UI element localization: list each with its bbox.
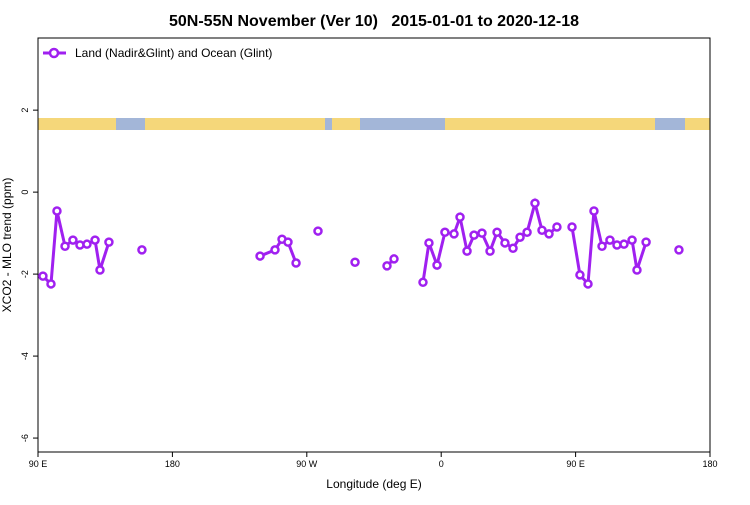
data-point: [440, 227, 450, 238]
data-point: [530, 198, 540, 208]
data-point: [575, 270, 585, 280]
data-point: [270, 245, 280, 255]
data-point: [605, 235, 615, 245]
data-point: [522, 227, 532, 238]
data-point: [485, 246, 495, 256]
series-line: [43, 203, 679, 284]
legend-label: Land (Nadir&Glint) and Ocean (Glint): [75, 46, 272, 60]
data-point: [641, 237, 651, 247]
legend-marker: [48, 47, 60, 59]
data-point: [95, 265, 105, 275]
y-axis-label: XCO2 - MLO trend (ppm): [0, 178, 14, 313]
map-strip: [38, 118, 710, 130]
data-point: [38, 271, 48, 281]
data-point: [382, 261, 392, 271]
x-axis-label: Longitude (deg E): [326, 477, 421, 491]
data-point: [552, 222, 562, 232]
data-point: [424, 238, 434, 248]
data-point: [462, 246, 472, 256]
x-tick-label: 90 W: [296, 459, 318, 469]
data-point: [627, 235, 637, 245]
data-point: [46, 279, 56, 289]
data-point: [283, 237, 293, 247]
data-point: [137, 245, 147, 255]
data-point: [674, 245, 684, 255]
x-tick-label: 90 E: [566, 459, 585, 469]
data-point: [389, 254, 399, 264]
data-point: [291, 258, 301, 268]
data-point: [515, 232, 525, 242]
data-point: [632, 265, 642, 275]
x-tick-label: 180: [165, 459, 180, 469]
data-point: [104, 237, 114, 247]
data-point: [455, 212, 465, 222]
y-tick-label: 2: [20, 108, 30, 113]
data-point: [583, 279, 593, 289]
data-point: [68, 235, 78, 245]
data-point: [52, 206, 62, 216]
data-point: [477, 228, 487, 238]
data-point: [544, 229, 554, 239]
y-tick-label: 0: [20, 190, 30, 195]
data-point: [350, 257, 360, 267]
data-point: [313, 226, 323, 236]
data-point: [469, 230, 479, 240]
data-point: [492, 227, 502, 238]
chart-title: 50N-55N November (Ver 10) 2015-01-01 to …: [169, 13, 579, 30]
data-point: [60, 241, 70, 251]
data-point: [597, 241, 607, 251]
y-tick-label: -4: [20, 352, 30, 360]
y-tick-label: -6: [20, 434, 30, 442]
data-point: [567, 222, 577, 232]
x-tick-label: 0: [439, 459, 444, 469]
data-point: [500, 238, 510, 248]
data-point: [255, 251, 265, 261]
x-tick-label: 90 E: [29, 459, 48, 469]
data-point: [589, 206, 599, 216]
y-tick-label: -2: [20, 270, 30, 278]
data-point: [90, 235, 100, 245]
plot-frame: [37, 37, 711, 453]
data-point: [537, 225, 547, 235]
data-point: [449, 229, 459, 239]
data-point: [418, 277, 428, 288]
x-tick-label: 180: [702, 459, 717, 469]
data-point: [432, 260, 442, 270]
data-point: [508, 243, 518, 254]
data-point: [82, 239, 92, 249]
data-point: [619, 239, 629, 249]
